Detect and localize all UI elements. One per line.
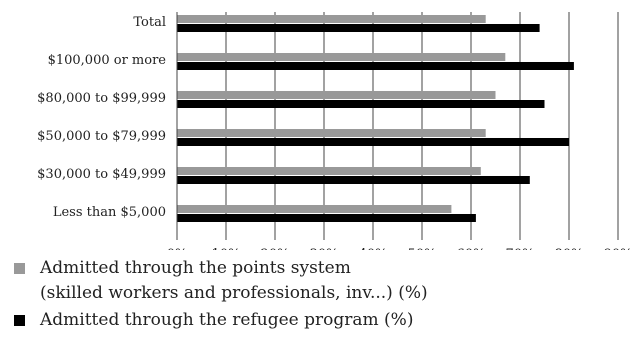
legend-item-refugee-program: Admitted through the refugee program (%) xyxy=(14,308,428,333)
x-tick-label-0: 0% xyxy=(167,247,188,250)
legend-swatch-refugee-program xyxy=(14,315,25,326)
x-tick-label-6: 60% xyxy=(457,247,486,250)
x-tick-label-9: 90% xyxy=(604,247,633,250)
bar-series0-1 xyxy=(177,53,506,61)
bar-series0-5 xyxy=(177,205,452,213)
bar-series1-0 xyxy=(177,24,540,32)
bar-series1-4 xyxy=(177,176,530,184)
category-label-3: $50,000 to $79,999 xyxy=(37,129,166,144)
x-tick-label-8: 80% xyxy=(555,247,584,250)
legend: Admitted through the points system (skil… xyxy=(14,256,428,335)
legend-item-points-system: Admitted through the points system (skil… xyxy=(14,256,428,306)
bar-series1-5 xyxy=(177,214,476,222)
bar-series0-2 xyxy=(177,91,496,99)
category-label-5: Less than $5,000 xyxy=(53,205,166,220)
legend-label-points-system-line2: (skilled workers and professionals, inv.… xyxy=(40,283,428,303)
x-tick-label-7: 70% xyxy=(506,247,535,250)
bar-series1-3 xyxy=(177,138,569,146)
x-tick-label-5: 50% xyxy=(408,247,437,250)
bar-series0-3 xyxy=(177,129,486,137)
bar-series0-4 xyxy=(177,167,481,175)
bar-chart: Total $100,000 or more $80,000 to $99,999 $… xyxy=(37,12,633,250)
x-tick-label-1: 10% xyxy=(212,247,241,250)
bar-series0-0 xyxy=(177,15,486,23)
category-label-4: $30,000 to $49,999 xyxy=(37,167,166,182)
legend-label-points-system-line1: Admitted through the points system xyxy=(40,258,351,278)
x-tick-label-4: 40% xyxy=(359,247,388,250)
x-tick-label-2: 20% xyxy=(261,247,290,250)
x-tick-label-3: 30% xyxy=(310,247,339,250)
bar-series1-2 xyxy=(177,100,545,108)
legend-label-refugee-program: Admitted through the refugee program (%) xyxy=(40,310,414,330)
category-label-0: Total xyxy=(133,15,166,30)
bar-series1-1 xyxy=(177,62,574,70)
category-label-2: $80,000 to $99,999 xyxy=(37,91,166,106)
legend-swatch-points-system xyxy=(14,263,25,274)
category-label-1: $100,000 or more xyxy=(48,53,167,68)
